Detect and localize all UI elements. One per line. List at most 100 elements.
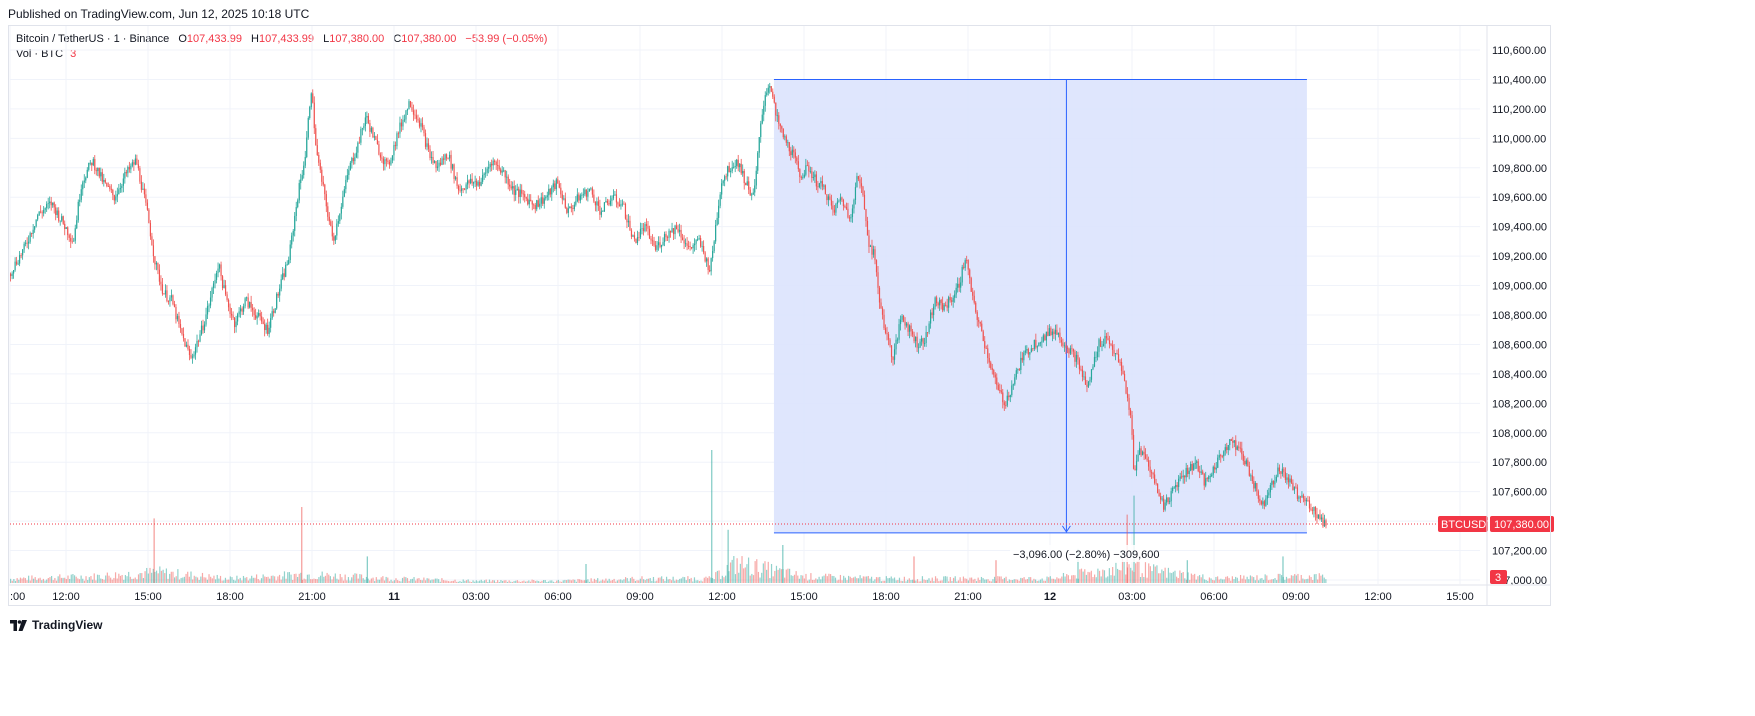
legend-symbol[interactable]: Bitcoin / TetherUS · 1 · Binance — [16, 33, 170, 45]
candle-body — [282, 273, 284, 280]
candle-body — [411, 107, 413, 111]
candle-body — [694, 243, 696, 246]
volume-bar — [1295, 575, 1297, 583]
candle-body — [920, 338, 923, 342]
candle-body — [65, 227, 67, 229]
volume-bar — [157, 573, 159, 583]
volume-bar — [282, 576, 284, 583]
candle-body — [13, 270, 15, 274]
volume-bar — [75, 576, 77, 583]
candle-body — [310, 93, 312, 108]
volume-bar — [433, 579, 435, 583]
candle-body — [1092, 366, 1094, 370]
candle-body — [1101, 346, 1103, 348]
candle-body — [456, 177, 458, 186]
volume-bar — [1246, 576, 1248, 583]
volume-bar — [861, 578, 863, 583]
candle-body — [1051, 331, 1053, 335]
candle-body — [600, 211, 602, 215]
candle-body — [199, 334, 201, 342]
candle-body — [142, 188, 144, 190]
volume-bar — [26, 580, 28, 583]
legend-volume-label[interactable]: Vol · BTC — [16, 48, 64, 60]
candle-body — [178, 316, 180, 325]
volume-bar — [187, 571, 189, 583]
volume-bar — [1194, 573, 1196, 583]
candle-body — [1090, 369, 1093, 380]
volume-bar — [319, 575, 322, 583]
volume-bar — [269, 578, 271, 583]
candle-body — [1263, 501, 1265, 506]
candle-body — [279, 288, 281, 296]
candle-body — [638, 237, 640, 238]
volume-bar — [16, 578, 18, 583]
volume-bar — [944, 576, 946, 583]
volume-bar — [1230, 580, 1232, 583]
candle-body — [1116, 353, 1118, 355]
volume-bar — [624, 577, 627, 583]
volume-bar — [1185, 579, 1188, 583]
candle-body — [364, 117, 366, 126]
volume-bar — [1325, 579, 1327, 583]
volume-bar — [1113, 575, 1115, 583]
volume-bar — [902, 581, 904, 583]
candle-body — [776, 115, 778, 117]
volume-bar — [526, 581, 528, 583]
candle-body — [1146, 458, 1148, 461]
date-price-range-box[interactable] — [773, 79, 1307, 533]
candle-body — [593, 194, 595, 202]
candle-body — [927, 332, 929, 333]
candle-body — [859, 179, 861, 184]
volume-bar — [441, 578, 443, 583]
volume-bar — [364, 579, 366, 583]
candle-body — [985, 348, 987, 349]
candle-body — [1290, 478, 1293, 483]
candle-body — [775, 102, 777, 116]
candle-body — [829, 196, 831, 200]
volume-bar — [615, 581, 617, 583]
candle-body — [471, 178, 473, 184]
volume-bar — [1279, 573, 1281, 583]
candle-body — [28, 241, 30, 244]
volume-bar — [813, 579, 815, 583]
volume-bar — [1317, 579, 1319, 583]
candle-body — [459, 190, 461, 192]
volume-bar — [995, 560, 997, 583]
volume-bar — [175, 576, 177, 583]
candle-body — [1072, 349, 1075, 352]
candle-body — [1229, 439, 1231, 446]
candle-body — [1161, 498, 1163, 500]
candle-body — [196, 340, 198, 348]
candle-body — [1038, 342, 1040, 347]
volume-bar — [913, 556, 915, 583]
candle-body — [629, 220, 631, 231]
volume-bar — [762, 563, 764, 583]
candle-body — [567, 208, 569, 213]
candle-body — [322, 181, 324, 185]
tradingview-brand[interactable]: TradingView — [10, 618, 102, 632]
candle-body — [1137, 454, 1139, 462]
candle-body — [176, 316, 179, 320]
candle-body — [764, 95, 766, 106]
candle-body — [917, 347, 920, 349]
candle-body — [1078, 359, 1081, 370]
volume-bar — [278, 574, 281, 583]
candle-body — [390, 160, 392, 165]
volume-bar — [592, 581, 594, 583]
symbol-badge — [1438, 516, 1488, 533]
volume-bar — [823, 575, 825, 583]
volume-bar — [423, 577, 425, 583]
candle-body — [333, 236, 335, 241]
candle-body — [763, 105, 765, 115]
volume-bar — [843, 575, 845, 583]
candle-body — [1057, 332, 1059, 335]
candle-body — [1108, 340, 1111, 345]
candle-body — [581, 194, 583, 196]
candle-body — [1323, 520, 1326, 527]
candle-body — [167, 301, 170, 302]
volume-bar — [700, 580, 702, 583]
volume-bar — [736, 558, 738, 583]
candle-body — [1134, 468, 1136, 471]
candle-body — [367, 115, 369, 124]
